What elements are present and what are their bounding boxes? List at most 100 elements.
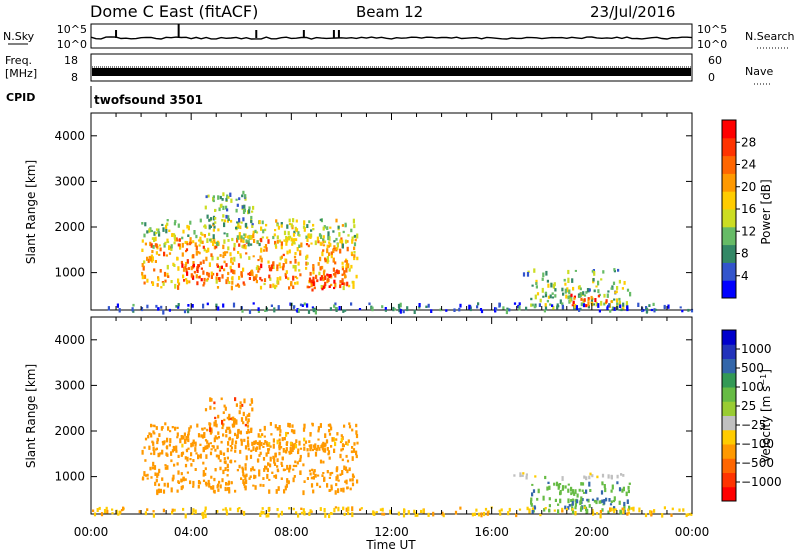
range-gate-cell [626,512,629,516]
range-gate-cell [141,248,144,252]
range-gate-cell [226,251,229,254]
range-gate-cell [191,512,194,515]
range-gate-cell [222,303,225,308]
range-gate-cell [337,479,340,482]
range-gate-cell [628,505,631,511]
range-gate-cell [198,239,201,242]
range-gate-cell [227,196,230,199]
range-gate-cell [212,195,215,199]
range-gate-cell [93,512,97,517]
range-gate-cell [277,305,280,310]
range-gate-cell [623,281,626,285]
range-gate-cell [229,192,232,197]
range-gate-cell [613,270,616,273]
range-gate-cell [342,285,345,291]
range-gate-cell [225,214,228,219]
range-gate-cell [221,274,224,279]
range-gate-cell [208,218,211,222]
range-gate-cell [190,266,193,271]
range-gate-cell [257,433,260,438]
range-gate-cell [164,241,167,245]
range-gate-cell [648,304,651,307]
range-gate-cell [607,510,610,514]
range-gate-cell [526,506,529,511]
range-gate-cell [342,487,345,493]
range-gate-cell [354,238,357,242]
range-gate-cell [204,513,207,518]
range-gate-cell [327,450,331,455]
range-gate-cell [312,265,315,269]
range-gate-cell [578,285,581,288]
range-gate-cell [627,508,630,512]
range-gate-cell [329,512,333,515]
range-gate-cell [544,303,547,308]
range-gate-cell [347,511,350,516]
range-gate-cell [218,207,221,212]
range-gate-cell [650,308,653,312]
range-gate-cell [138,510,141,514]
range-gate-cell [484,507,488,511]
range-gate-cell [202,284,205,287]
range-gate-cell [187,438,190,443]
range-gate-cell [322,285,325,289]
range-gate-cell [160,426,163,431]
range-gate-cell [209,405,212,410]
freq-trace [92,68,691,76]
range-gate-cell [244,485,247,490]
range-gate-cell [176,432,179,437]
range-gate-cell [617,268,620,272]
range-gate-cell [610,287,613,290]
range-gate-cell [206,444,209,450]
range-gate-cell [187,308,190,314]
range-gate-cell [286,224,289,229]
range-gate-cell [295,464,298,468]
range-gate-cell [260,279,263,282]
scatter-region [141,218,359,251]
range-gate-cell [343,512,346,516]
range-gate-cell [177,266,180,271]
range-gate-cell [597,303,600,308]
range-gate-cell [280,446,283,449]
range-gate-cell [587,301,590,307]
range-gate-cell [486,511,489,516]
range-gate-cell [494,309,497,313]
range-gate-cell [286,464,289,470]
range-gate-cell [210,475,213,479]
range-gate-cell [335,307,338,312]
range-gate-cell [506,307,509,311]
range-gate-cell [189,241,192,246]
range-gate-cell [273,307,276,313]
range-gate-cell [544,306,548,311]
range-gate-cell [260,263,263,269]
range-gate-cell [583,298,586,302]
range-gate-cell [285,241,288,246]
range-gate-cell [258,242,261,247]
range-gate-cell [247,431,251,434]
range-gate-cell [210,253,213,257]
range-gate-cell [232,302,236,308]
range-gate-cell [383,512,386,516]
range-gate-cell [327,244,330,248]
range-gate-cell [257,307,260,311]
range-gate-cell [454,510,458,515]
range-gate-cell [92,509,95,512]
range-gate-cell [568,289,571,295]
range-gate-cell [218,277,221,281]
range-gate-cell [341,261,344,265]
range-gate-cell [221,198,224,201]
range-gate-cell [166,241,170,244]
range-gate-cell [144,459,147,462]
range-gate-cell [218,269,222,272]
velocity-colorbar-swatch [722,358,736,374]
range-gate-cell [264,440,267,444]
range-gate-cell [267,448,271,451]
range-gate-cell [234,449,237,453]
power-colorbar-swatch [722,120,736,139]
range-gate-cell [191,441,194,447]
range-gate-cell [267,462,270,466]
range-gate-cell [283,239,286,242]
range-gate-cell [240,306,243,310]
range-gate-cell [151,258,154,263]
range-gate-cell [533,305,536,309]
range-gate-cell [321,474,324,477]
